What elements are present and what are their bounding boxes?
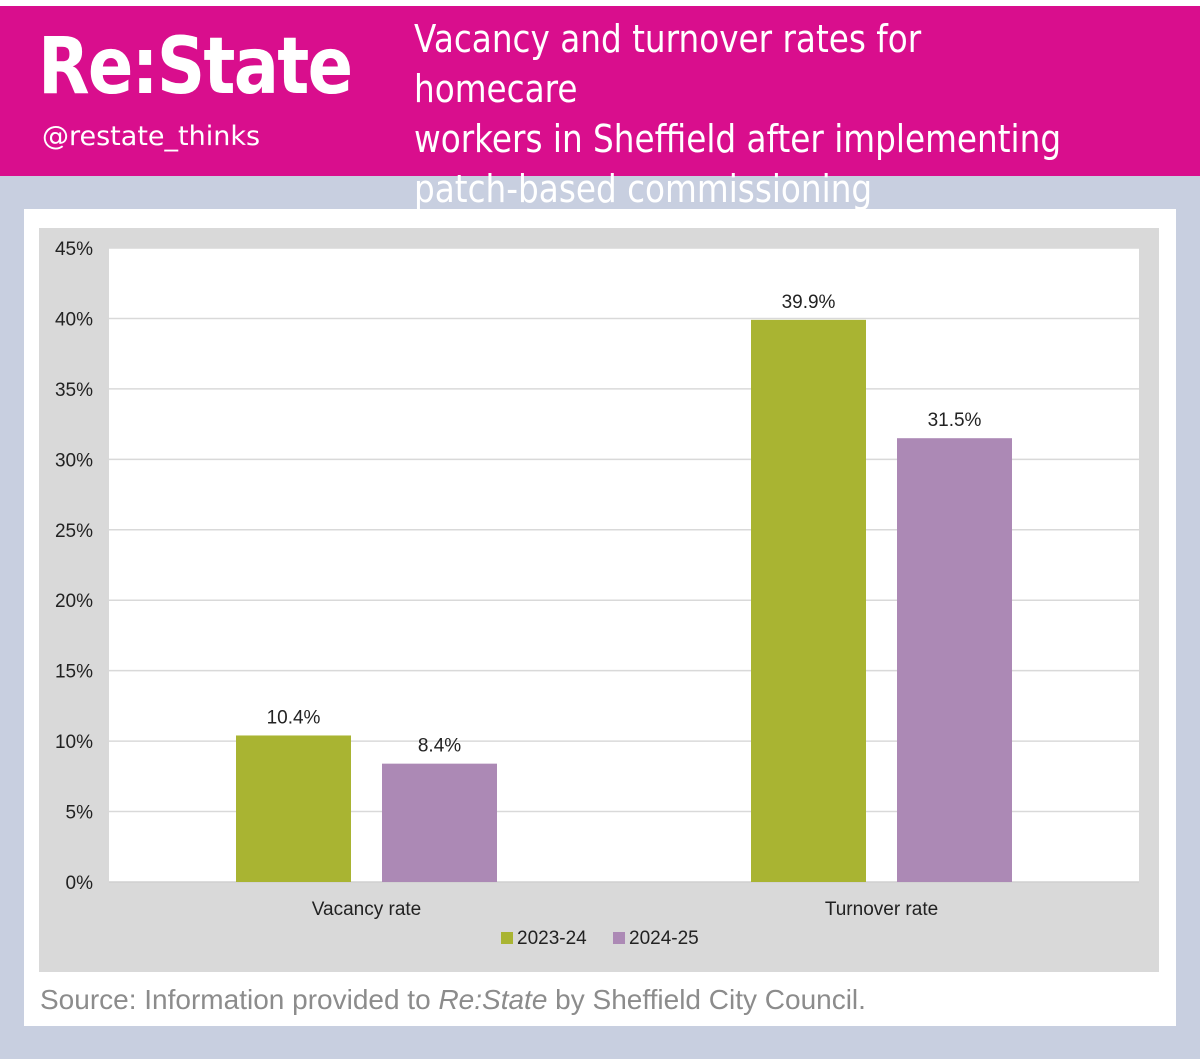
y-tick-label: 45% <box>55 239 93 260</box>
y-tick-label: 10% <box>55 732 93 753</box>
header-top-rule <box>0 0 1200 6</box>
y-tick-label: 35% <box>55 380 93 401</box>
legend-label: 2024-25 <box>629 928 699 949</box>
page-title: Vacancy and turnover rates for homecare … <box>414 17 1062 211</box>
social-handle: @restate_thinks <box>42 121 261 152</box>
header-banner: Re:State @restate_thinks Vacancy and tur… <box>0 0 1200 211</box>
y-tick-label: 15% <box>55 662 93 683</box>
x-category-label: Turnover rate <box>825 899 938 920</box>
bar-2024-25-1 <box>897 438 1012 882</box>
y-tick-label: 5% <box>66 803 94 824</box>
data-label: 8.4% <box>418 736 461 757</box>
data-label: 10.4% <box>267 707 321 728</box>
source-note: Source: Information provided to Re:State… <box>40 982 866 1018</box>
data-label: 39.9% <box>782 292 836 313</box>
source-emphasis: Re:State <box>438 984 548 1015</box>
y-tick-label: 0% <box>66 873 94 894</box>
legend-label: 2023-24 <box>517 928 587 949</box>
legend-swatch <box>501 932 513 944</box>
source-prefix: Source: Information provided to <box>40 984 439 1015</box>
y-tick-label: 30% <box>55 450 93 471</box>
source-suffix: by Sheffield City Council. <box>547 984 866 1015</box>
brand-logo: Re:State <box>38 22 353 112</box>
bar-2024-25-0 <box>382 763 497 882</box>
x-category-label: Vacancy rate <box>312 899 421 920</box>
bar-chart: 0% 5% 10% 15% 20% 25% 30% 35% 40% 45% 10.4% 8.4% Vac… <box>55 239 1139 949</box>
y-tick-label: 25% <box>55 521 93 542</box>
bar-2023-24-1 <box>751 319 866 882</box>
y-tick-label: 40% <box>55 309 93 330</box>
legend-swatch <box>613 932 625 944</box>
data-label: 31.5% <box>928 410 982 431</box>
y-tick-label: 20% <box>55 591 93 612</box>
bar-2023-24-0 <box>236 735 351 882</box>
chart-area: 0% 5% 10% 15% 20% 25% 30% 35% 40% 45% 10.4% 8.4% Vac… <box>39 228 1159 972</box>
